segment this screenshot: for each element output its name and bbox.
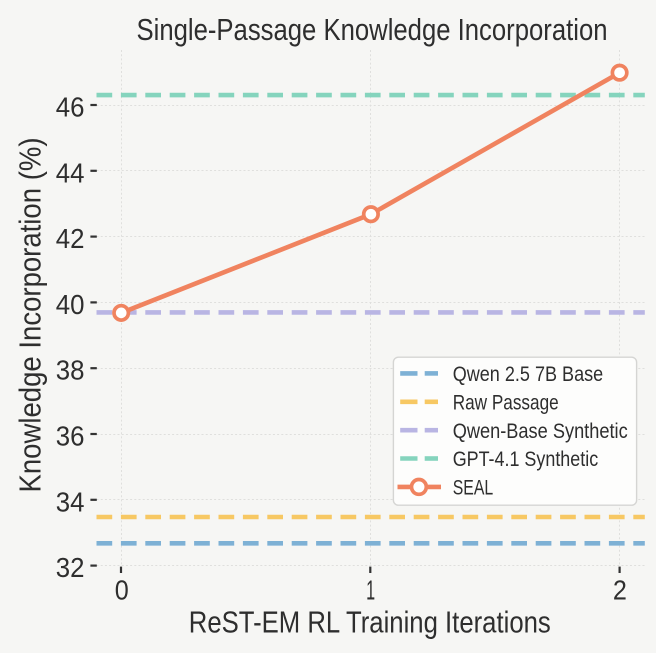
svg-text:Single-Passage Knowledge Incor: Single-Passage Knowledge Incorporation: [137, 12, 608, 47]
svg-text:44: 44: [56, 157, 85, 188]
svg-text:38: 38: [56, 355, 85, 386]
svg-text:2: 2: [613, 575, 627, 606]
svg-text:32: 32: [56, 552, 85, 583]
svg-text:Knowledge Incorporation (%): Knowledge Incorporation (%): [14, 138, 48, 493]
svg-text:34: 34: [56, 486, 85, 517]
svg-text:SEAL: SEAL: [453, 477, 494, 500]
svg-text:Raw Passage: Raw Passage: [453, 391, 559, 414]
svg-text:GPT-4.1 Synthetic: GPT-4.1 Synthetic: [453, 448, 599, 471]
svg-text:36: 36: [56, 421, 85, 452]
svg-text:42: 42: [56, 223, 85, 254]
svg-text:Qwen-Base Synthetic: Qwen-Base Synthetic: [453, 420, 628, 443]
svg-text:46: 46: [56, 92, 85, 123]
svg-text:1: 1: [366, 575, 375, 606]
svg-text:ReST-EM RL Training Iterations: ReST-EM RL Training Iterations: [189, 606, 551, 640]
svg-text:0: 0: [115, 575, 129, 606]
svg-text:40: 40: [56, 289, 85, 320]
svg-text:Qwen 2.5 7B Base: Qwen 2.5 7B Base: [453, 363, 604, 386]
